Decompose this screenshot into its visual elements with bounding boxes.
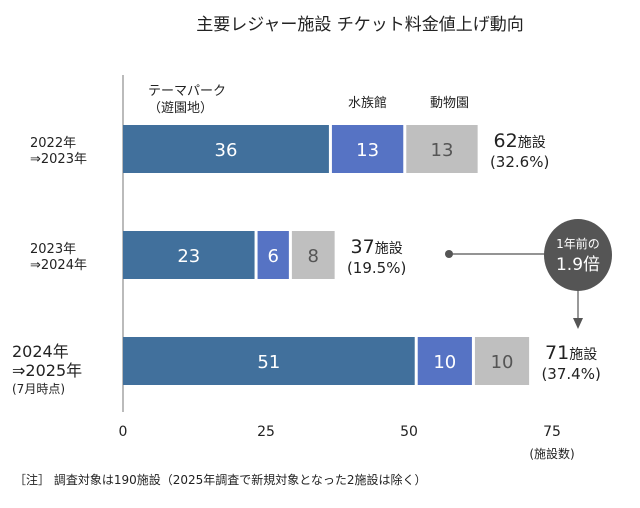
total-label: 62施設	[494, 130, 546, 152]
bar-value-label: 51	[257, 352, 280, 373]
total-unit: 施設	[375, 241, 403, 257]
bar-value-label: 13	[431, 140, 454, 161]
bar-segment	[291, 231, 335, 279]
annotation-arrowhead	[573, 318, 583, 329]
total-unit: 施設	[569, 347, 597, 363]
bar-segment	[417, 337, 472, 385]
total-unit: 施設	[518, 135, 546, 151]
bar-value-label: 8	[308, 246, 319, 267]
x-tick-label: 25	[257, 424, 275, 440]
bar-segment	[257, 231, 289, 279]
category-note: (7月時点)	[12, 382, 65, 396]
legend-label: （遊園地）	[148, 101, 213, 116]
total-percent: (32.6%)	[490, 153, 549, 171]
bar-segment	[123, 231, 255, 279]
total-label: 71施設	[545, 342, 597, 364]
bar-value-label: 36	[215, 140, 238, 161]
legend-label: テーマパーク	[148, 84, 226, 99]
bar-segment	[406, 125, 478, 173]
total-percent: (19.5%)	[347, 259, 406, 277]
annotation-bubble	[544, 219, 612, 291]
category-label: 2024年	[12, 342, 69, 361]
bar-value-label: 10	[491, 352, 514, 373]
bar-segment	[474, 337, 530, 385]
x-axis-unit: (施設数)	[529, 446, 574, 461]
bar-segment	[123, 337, 415, 385]
x-tick-label: 50	[400, 424, 418, 440]
bar-segment	[331, 125, 404, 173]
category-label: ⇒2023年	[30, 152, 87, 167]
total-value: 62	[494, 130, 518, 152]
bar-segment	[123, 125, 329, 173]
annotation-dot	[445, 250, 453, 258]
category-label: 2023年	[30, 242, 76, 257]
category-label: ⇒2024年	[30, 258, 87, 273]
x-tick-label: 75	[543, 424, 561, 440]
bar-value-label: 13	[356, 140, 379, 161]
bar-value-label: 10	[433, 352, 456, 373]
total-percent: (37.4%)	[541, 365, 600, 383]
legend-label: 動物園	[430, 96, 469, 111]
footnote: ［注］ 調査対象は190施設（2025年調査で新規対象となった2施設は除く）	[14, 472, 427, 487]
x-tick-label: 0	[119, 424, 128, 440]
bar-value-label: 23	[177, 246, 200, 267]
annotation-text: 1年前の	[556, 236, 600, 251]
chart-title: 主要レジャー施設 チケット料金値上げ動向	[196, 15, 524, 35]
legend-label: 水族館	[348, 95, 387, 111]
category-label: 2022年	[30, 136, 76, 151]
total-value: 71	[545, 342, 569, 364]
bar-value-label: 6	[267, 246, 278, 267]
annotation-text: 1.9倍	[556, 255, 600, 275]
category-label: ⇒2025年	[12, 361, 82, 380]
total-label: 37施設	[351, 236, 403, 258]
total-value: 37	[351, 236, 375, 258]
